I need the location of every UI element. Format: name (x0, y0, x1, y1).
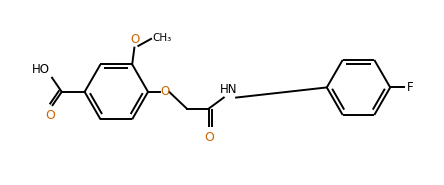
Text: O: O (160, 85, 169, 98)
Text: O: O (130, 33, 139, 46)
Text: F: F (407, 81, 413, 94)
Text: HO: HO (32, 63, 50, 75)
Text: CH₃: CH₃ (152, 33, 171, 43)
Text: HN: HN (219, 83, 237, 96)
Text: O: O (204, 131, 214, 144)
Text: O: O (45, 110, 55, 122)
